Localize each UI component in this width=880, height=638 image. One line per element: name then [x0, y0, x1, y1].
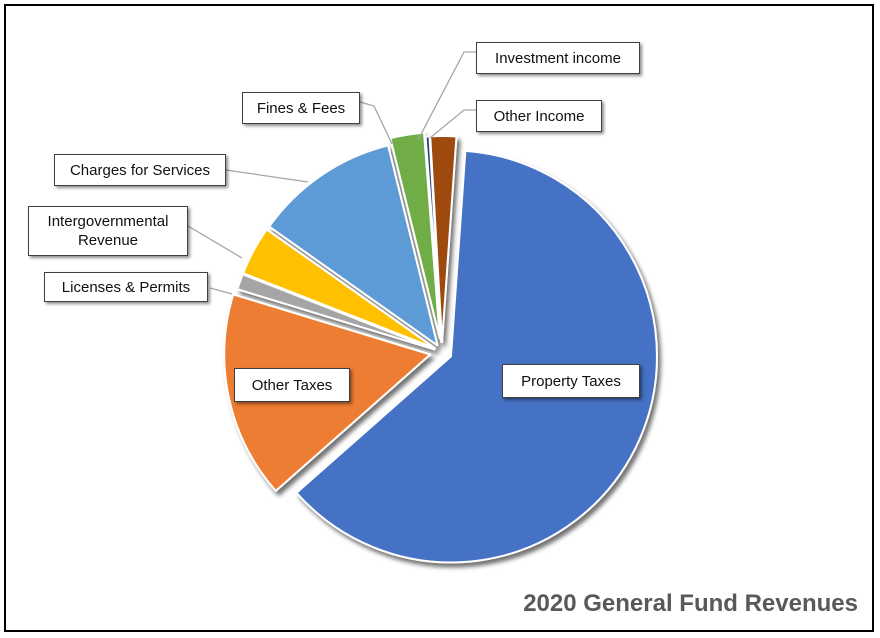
pie-slice-charges-for-services: [268, 144, 439, 347]
leader-line: [417, 51, 476, 141]
data-label-other-income: Other Income: [476, 100, 602, 132]
pie-slice-property-taxes: [295, 149, 658, 564]
leader-line: [225, 169, 309, 183]
data-label-charges-for-services: Charges for Services: [54, 154, 226, 186]
chart-frame: Property Taxes Other Taxes Licenses & Perm…: [4, 4, 874, 632]
pie-slice-intergovernmental-revenue: [242, 228, 436, 350]
pie-slice-licenses-permits: [236, 273, 436, 351]
pie-slice-other-income: [429, 135, 458, 343]
pie-slice-fines-fees: [389, 131, 441, 340]
pie-chart: [187, 51, 658, 564]
leader-line: [187, 225, 243, 259]
data-label-intergovernmental-revenue: Intergovernmental Revenue: [28, 206, 188, 256]
data-label-investment-income: Investment income: [476, 42, 640, 74]
data-label-licenses-permits: Licenses & Permits: [44, 272, 208, 302]
data-label-fines-fees: Fines & Fees: [242, 92, 360, 124]
leader-line: [209, 287, 233, 295]
chart-title: 2020 General Fund Revenues: [523, 590, 858, 617]
data-label-other-taxes: Other Taxes: [234, 368, 350, 402]
leader-line: [359, 101, 393, 145]
data-label-property-taxes: Property Taxes: [502, 364, 640, 398]
leader-line: [429, 109, 476, 139]
